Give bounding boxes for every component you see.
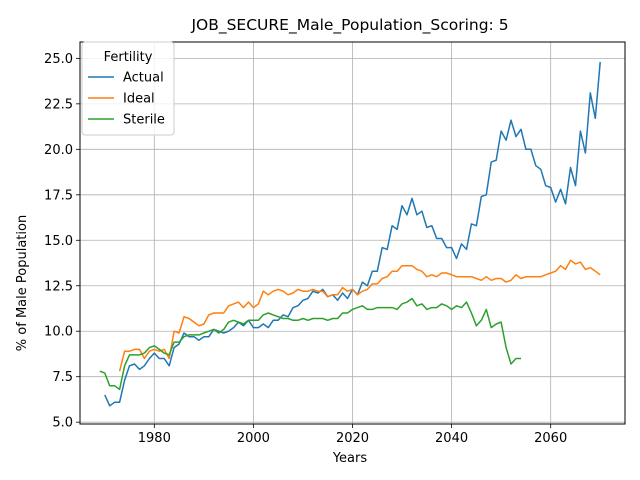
series-line-ideal: [118, 259, 601, 372]
series-line-sterile: [99, 297, 521, 391]
y-tick-label: 10.0: [44, 325, 73, 340]
y-tick-label: 20.0: [44, 143, 73, 158]
y-tick-label: 22.5: [44, 97, 73, 112]
legend-box: [81, 41, 175, 136]
y-tick-label: 7.5: [52, 370, 73, 385]
x-tick-label: 1980: [138, 431, 171, 446]
legend-label-ideal: Ideal: [123, 92, 155, 107]
series-layer: [99, 61, 601, 407]
x-tick-label: 2020: [336, 431, 369, 446]
legend-label-actual: Actual: [123, 71, 164, 86]
y-tick-label: 17.5: [44, 188, 73, 203]
y-axis-label: % of Male Population: [15, 215, 30, 351]
y-tick-label: 15.0: [44, 234, 73, 249]
x-tick-label: 2040: [435, 431, 468, 446]
y-axis: 5.0 7.5 10.0 12.5 15.0 17.5 20.0 22.5 25.0: [44, 52, 80, 431]
legend-label-sterile: Sterile: [123, 113, 165, 128]
x-tick-label: 2000: [237, 431, 270, 446]
y-tick-label: 25.0: [44, 52, 73, 67]
legend: Fertility Actual Ideal Sterile: [81, 41, 175, 136]
x-tick-label: 2060: [534, 431, 567, 446]
x-axis: 1980 2000 2020 2040 2060: [138, 424, 567, 446]
x-axis-label: Years: [332, 451, 368, 466]
y-tick-label: 5.0: [52, 416, 73, 431]
chart-title: JOB_SECURE_Male_Population_Scoring: 5: [190, 16, 508, 35]
y-tick-label: 12.5: [44, 279, 73, 294]
legend-items: Actual Ideal Sterile: [88, 71, 165, 128]
legend-title: Fertility: [104, 50, 153, 65]
